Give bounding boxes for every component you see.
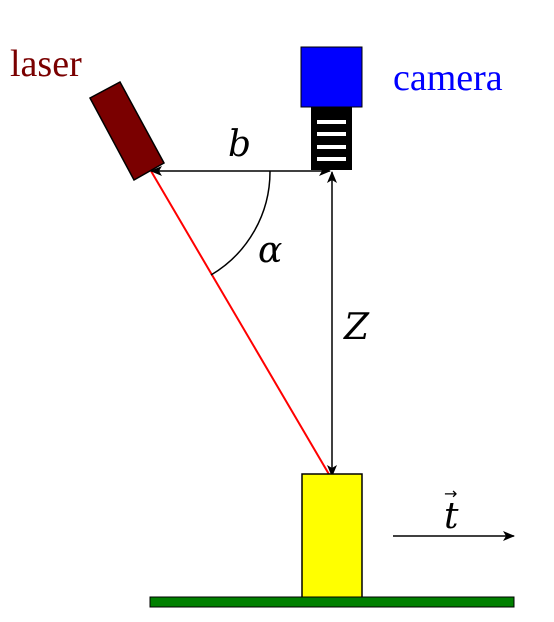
angle-label: α xyxy=(258,230,282,271)
motion-label: t xyxy=(444,496,459,537)
motion-vector-accent: → xyxy=(444,484,457,503)
camera-lens-ring xyxy=(317,132,346,136)
camera-lens-ring xyxy=(317,120,346,124)
object-block xyxy=(301,473,363,599)
camera-label: camera xyxy=(393,57,503,99)
laser-beam xyxy=(150,170,331,477)
conveyor-belt xyxy=(149,596,515,608)
baseline-label: b xyxy=(228,124,251,165)
camera-lens-ring xyxy=(317,157,346,161)
camera-body xyxy=(300,46,363,108)
distance-label: Z xyxy=(343,307,370,348)
laser-label: laser xyxy=(10,43,82,85)
laser-emitter-icon xyxy=(88,80,166,182)
angle-arc xyxy=(210,170,271,276)
camera-lens-ring xyxy=(317,145,346,149)
camera-icon xyxy=(300,46,363,170)
